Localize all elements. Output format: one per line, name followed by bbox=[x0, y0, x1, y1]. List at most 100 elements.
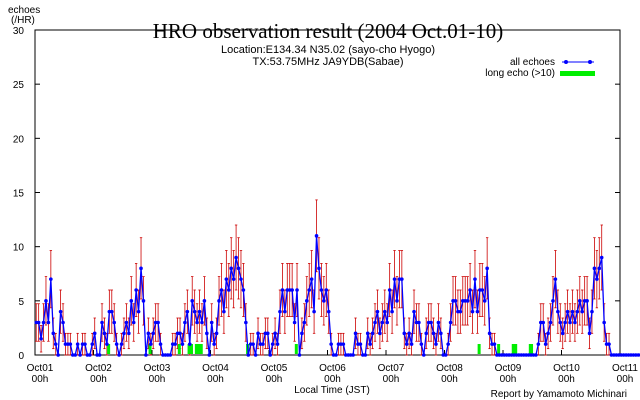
x-tick-day-2: Oct03 bbox=[144, 363, 171, 374]
all-echoes-point-95 bbox=[265, 331, 270, 336]
all-echoes-point-37 bbox=[124, 320, 129, 325]
all-echoes-point-106 bbox=[292, 320, 297, 325]
long-echo-marker-4 bbox=[190, 344, 193, 354]
y-tick-label-6: 30 bbox=[13, 26, 25, 37]
all-echoes-point-80 bbox=[229, 266, 234, 271]
all-echoes-point-188 bbox=[492, 342, 497, 346]
all-echoes-point-2 bbox=[39, 336, 43, 341]
all-echoes-point-154 bbox=[409, 342, 414, 346]
all-echoes-point-218 bbox=[565, 309, 570, 314]
error-bars bbox=[35, 199, 611, 356]
all-echoes-point-10 bbox=[58, 309, 63, 314]
chart-title: HRO observation result (2004 Oct.01-10) bbox=[153, 19, 504, 43]
all-echoes-point-153 bbox=[407, 331, 411, 336]
all-echoes-point-110 bbox=[302, 320, 307, 325]
long-echo-marker-7 bbox=[199, 344, 203, 354]
all-echoes-point-91 bbox=[256, 331, 260, 336]
x-tick-time-8: 00h bbox=[500, 374, 517, 385]
all-echoes-point-113 bbox=[309, 277, 314, 281]
all-echoes-point-76 bbox=[219, 288, 224, 292]
long-echo-marker-0 bbox=[107, 344, 111, 354]
all-echoes-point-100 bbox=[278, 309, 282, 314]
all-echoes-point-206 bbox=[536, 342, 541, 346]
all-echoes-point-79 bbox=[226, 288, 231, 292]
all-echoes-point-159 bbox=[421, 353, 426, 357]
x-tick-day-9: Oct10 bbox=[553, 363, 580, 374]
all-echoes-point-78 bbox=[224, 277, 229, 281]
all-echoes-point-144 bbox=[385, 320, 390, 325]
all-echoes-point-7 bbox=[51, 331, 56, 336]
all-echoes-point-61 bbox=[183, 320, 187, 325]
axes: 051015202530Oct0100hOct0200hOct0300hOct0… bbox=[13, 26, 639, 385]
all-echoes-point-46 bbox=[146, 331, 151, 336]
all-echoes-point-157 bbox=[417, 320, 421, 325]
all-echoes-point-8 bbox=[53, 342, 58, 346]
long-echo-marker-9 bbox=[294, 344, 298, 354]
all-echoes-point-75 bbox=[217, 299, 221, 303]
all-echoes-point-3 bbox=[41, 320, 46, 325]
all-echoes-point-214 bbox=[556, 309, 560, 314]
all-echoes-point-1 bbox=[36, 320, 41, 325]
all-echoes-point-16 bbox=[73, 353, 78, 357]
all-echoes-point-67 bbox=[197, 309, 202, 314]
all-echoes-point-34 bbox=[117, 353, 121, 357]
all-echoes-point-121 bbox=[329, 342, 333, 346]
all-echoes-point-89 bbox=[251, 342, 255, 346]
all-echoes-point-164 bbox=[434, 342, 438, 346]
legend-swatch-long-echo bbox=[560, 71, 595, 76]
all-echoes-point-166 bbox=[439, 331, 443, 336]
chart-credit: Report by Yamamoto Michinari bbox=[491, 389, 627, 400]
all-echoes-point-42 bbox=[136, 309, 141, 314]
all-echoes-point-145 bbox=[387, 288, 392, 292]
all-echoes-point-115 bbox=[314, 234, 319, 238]
all-echoes-point-148 bbox=[395, 299, 399, 303]
all-echoes-point-140 bbox=[375, 309, 380, 314]
all-echoes-point-107 bbox=[295, 288, 299, 292]
all-echoes-point-221 bbox=[573, 320, 577, 325]
all-echoes-point-62 bbox=[185, 309, 190, 314]
all-echoes-point-172 bbox=[453, 299, 458, 303]
y-tick-label-3: 15 bbox=[13, 189, 25, 200]
all-echoes-point-18 bbox=[78, 353, 82, 357]
x-tick-day-4: Oct05 bbox=[261, 363, 288, 374]
all-echoes-point-139 bbox=[373, 320, 377, 325]
all-echoes-point-212 bbox=[551, 299, 555, 303]
all-echoes-point-99 bbox=[275, 342, 280, 346]
all-echoes-point-169 bbox=[446, 342, 450, 346]
long-echo-marker-2 bbox=[177, 344, 181, 354]
all-echoes-point-45 bbox=[144, 353, 148, 357]
all-echoes-point-117 bbox=[319, 288, 324, 292]
all-echoes-point-81 bbox=[231, 277, 236, 281]
all-echoes-point-180 bbox=[473, 277, 477, 281]
legend-label-all-echoes: all echoes bbox=[510, 57, 555, 68]
all-echoes-point-69 bbox=[202, 299, 207, 303]
all-echoes-point-39 bbox=[129, 299, 134, 303]
all-echoes-point-147 bbox=[392, 277, 397, 281]
all-echoes-point-133 bbox=[358, 342, 363, 346]
all-echoes-point-6 bbox=[49, 277, 53, 281]
all-echoes-points bbox=[34, 234, 640, 357]
all-echoes-point-51 bbox=[158, 342, 163, 346]
all-echoes-point-215 bbox=[558, 320, 563, 325]
all-echoes-point-152 bbox=[404, 342, 409, 346]
all-echoes-point-4 bbox=[44, 299, 48, 303]
all-echoes-point-17 bbox=[75, 342, 80, 346]
all-echoes-point-5 bbox=[46, 320, 51, 325]
all-echoes-point-90 bbox=[253, 353, 258, 357]
all-echoes-point-227 bbox=[587, 331, 592, 336]
all-echoes-point-162 bbox=[429, 320, 433, 325]
all-echoes-point-97 bbox=[270, 342, 275, 346]
all-echoes-point-24 bbox=[92, 331, 97, 336]
all-echoes-point-222 bbox=[575, 309, 580, 314]
all-echoes-point-31 bbox=[109, 309, 114, 314]
y-tick-label-0: 0 bbox=[18, 351, 24, 362]
all-echoes-point-213 bbox=[553, 277, 558, 281]
all-echoes-point-181 bbox=[475, 309, 480, 314]
all-echoes-point-223 bbox=[577, 299, 582, 303]
all-echoes-point-27 bbox=[100, 320, 104, 325]
all-echoes-point-101 bbox=[280, 288, 285, 292]
all-echoes-point-216 bbox=[560, 331, 565, 336]
x-tick-time-9: 00h bbox=[558, 374, 575, 385]
